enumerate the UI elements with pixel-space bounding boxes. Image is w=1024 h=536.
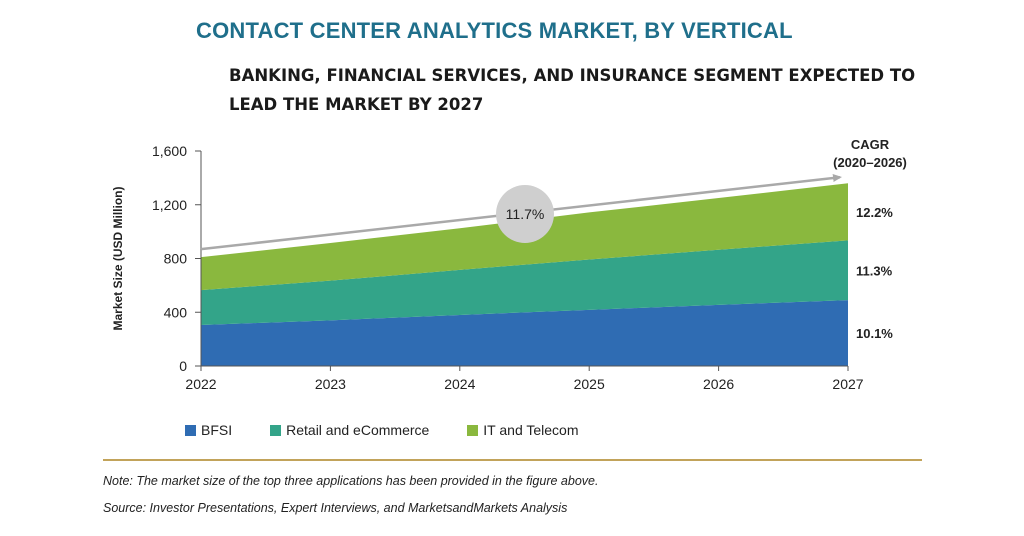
x-tick-label: 2022 [185, 376, 216, 392]
y-axis-title: Market Size (USD Million) [111, 186, 125, 330]
y-tick-label: 800 [164, 251, 188, 267]
x-tick-label: 2026 [703, 376, 734, 392]
footer-divider [103, 459, 922, 461]
x-tick-label: 2027 [832, 376, 863, 392]
chart-subtitle: BANKING, FINANCIAL SERVICES, AND INSURAN… [229, 66, 916, 114]
y-tick-label: 1,200 [152, 197, 187, 213]
legend-label-bfsi: BFSI [201, 422, 233, 438]
cagr-period: (2020–2026) [833, 155, 907, 170]
y-tick-label: 400 [164, 304, 188, 320]
legend-swatch-retail [270, 424, 282, 436]
legend-swatch-bfsi [185, 424, 196, 436]
y-tick-label: 1,600 [152, 143, 187, 159]
chart-title: CONTACT CENTER ANALYTICS MARKET, BY VERT… [196, 18, 793, 43]
legend-item-bfsi: BFSI [185, 422, 232, 438]
series-cagr-label: 10.1% [856, 326, 893, 341]
series-cagr-label: 12.2% [856, 205, 893, 220]
cagr-header: CAGR [851, 137, 890, 152]
x-tick-label: 2024 [444, 376, 475, 392]
area-retail-ecommerce [201, 240, 848, 326]
legend-item-retail: Retail and eCommerce [270, 422, 429, 438]
y-tick-label: 0 [179, 358, 187, 374]
legend-label-it: IT and Telecom [483, 422, 579, 438]
area-bfsi [201, 300, 848, 366]
legend-label-retail: Retail and eCommerce [286, 422, 430, 438]
stacked-area-chart: 0 400 800 1,200 1,600 2022 2023 2024 2025 2026 202… [111, 137, 907, 392]
footnote-note: Note: The market size of the top three a… [103, 474, 599, 488]
legend-item-it: IT and Telecom [467, 422, 579, 438]
chart-legend: BFSI Retail and eCommerce IT and Telecom [185, 420, 617, 440]
legend-swatch-it [467, 424, 479, 436]
x-tick-label: 2025 [574, 376, 605, 392]
cagr-bubble-label: 11.7% [506, 206, 545, 222]
series-cagr-label: 11.3% [856, 263, 893, 278]
footnote-source: Source: Investor Presentations, Expert I… [103, 501, 568, 515]
x-tick-label: 2023 [315, 376, 346, 392]
cagr-bubble [496, 185, 554, 243]
